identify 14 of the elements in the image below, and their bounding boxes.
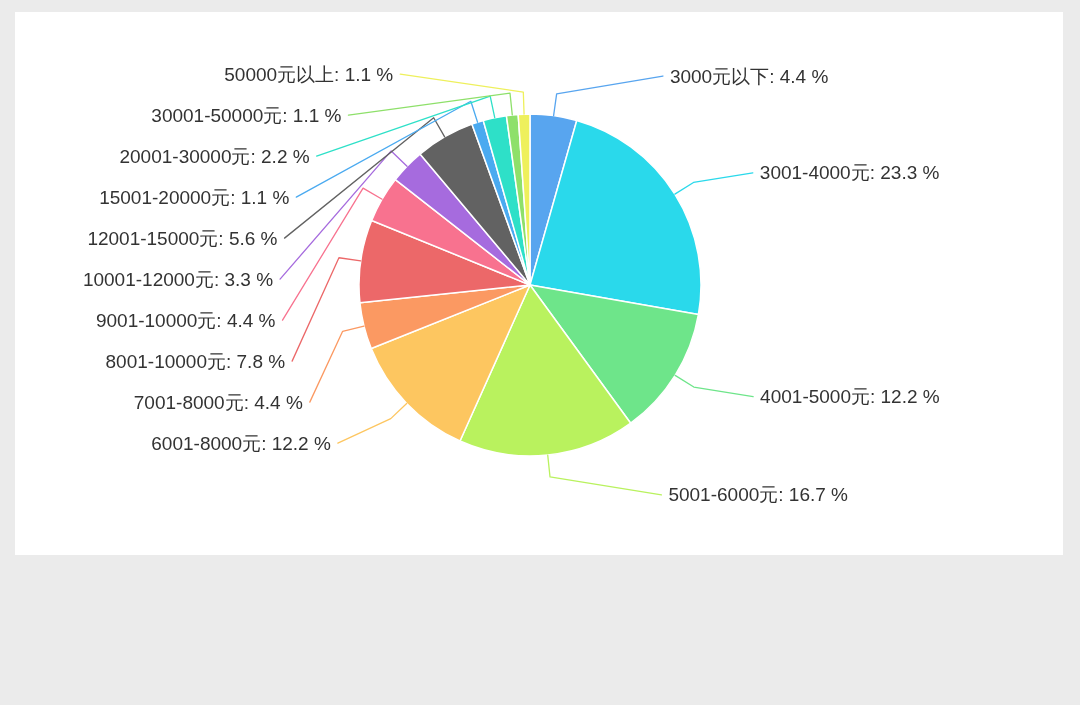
slice-label: 4001-5000元: 12.2 %: [760, 386, 940, 408]
slice-label: 12001-15000元: 5.6 %: [87, 227, 278, 249]
slice-label: 15001-20000元: 1.1 %: [99, 186, 290, 208]
slice-label: 5001-6000元: 16.7 %: [668, 484, 849, 506]
slice-label: 3001-4000元: 23.3 %: [759, 162, 940, 184]
slice-label: 50000元以上: 1.1 %: [224, 63, 394, 85]
slice-label: 8001-10000元: 7.8 %: [105, 350, 286, 372]
slice-label: 30001-50000元: 1.1 %: [151, 104, 342, 126]
slice-label: 7001-8000元: 4.4 %: [133, 391, 303, 413]
slice-label: 20001-30000元: 2.2 %: [119, 145, 310, 167]
slice-label: 10001-12000元: 3.3 %: [82, 268, 274, 290]
slice-label: 6001-8000元: 12.2 %: [151, 432, 331, 454]
slice-label: 3000元以下: 4.4 %: [669, 65, 829, 87]
slice-label: 9001-10000元: 4.4 %: [95, 309, 276, 331]
